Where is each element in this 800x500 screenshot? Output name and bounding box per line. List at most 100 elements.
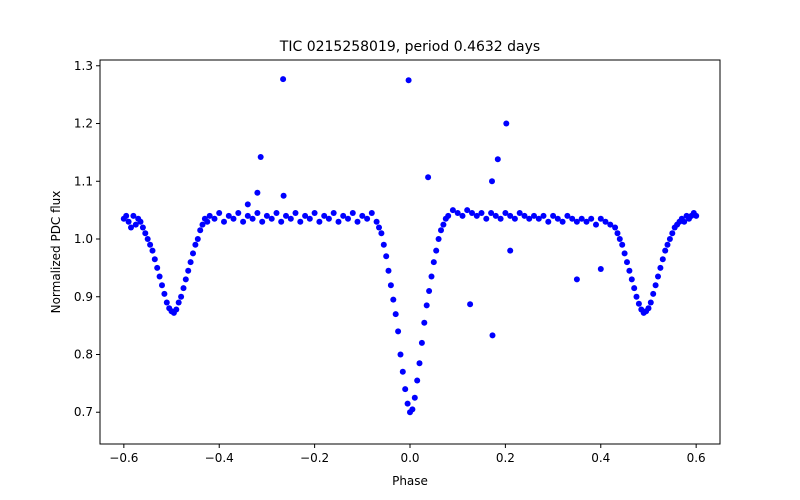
data-point xyxy=(449,207,456,214)
data-point xyxy=(368,210,375,216)
data-point xyxy=(652,282,659,289)
data-point xyxy=(693,212,700,219)
data-point xyxy=(380,241,387,248)
data-point xyxy=(173,306,180,313)
data-point xyxy=(330,210,337,216)
data-point xyxy=(681,218,688,225)
data-point xyxy=(149,247,156,254)
y-axis: 0.7 0.8 0.9 1.0 1.1 1.2 1.3 xyxy=(74,59,100,419)
data-point xyxy=(559,218,566,225)
data-point xyxy=(125,218,132,225)
data-point xyxy=(211,215,218,222)
data-point xyxy=(244,212,251,219)
data-point xyxy=(321,212,328,219)
data-point xyxy=(628,276,635,283)
data-point xyxy=(425,174,432,181)
data-point xyxy=(489,178,495,185)
data-point xyxy=(418,339,425,346)
data-point xyxy=(292,210,299,216)
data-point xyxy=(185,267,192,274)
data-point xyxy=(287,215,294,222)
data-point xyxy=(657,264,664,271)
data-point xyxy=(655,273,661,280)
data-point xyxy=(426,288,433,294)
data-point xyxy=(311,210,318,216)
data-point xyxy=(349,210,356,216)
data-point xyxy=(531,212,537,219)
data-point xyxy=(137,218,144,225)
data-point xyxy=(373,218,380,225)
data-point xyxy=(192,241,199,248)
data-point xyxy=(280,76,287,83)
data-point xyxy=(573,276,580,283)
data-point xyxy=(283,212,289,219)
data-point xyxy=(535,215,542,222)
data-point xyxy=(387,282,394,289)
data-point xyxy=(440,221,447,228)
data-point xyxy=(659,256,666,263)
chart-title: TIC 0215258019, period 0.4632 days xyxy=(279,39,540,55)
data-point xyxy=(507,247,514,254)
data-point xyxy=(130,212,137,219)
data-point xyxy=(459,212,466,219)
y-axis-label: Normalized PDC flux xyxy=(49,191,63,314)
data-point xyxy=(635,300,642,307)
data-point xyxy=(244,201,251,208)
data-point xyxy=(428,273,435,280)
data-point xyxy=(230,215,237,222)
data-point xyxy=(397,351,404,358)
data-point xyxy=(454,210,461,216)
data-point xyxy=(478,210,485,216)
x-tick-label: −0.6 xyxy=(109,451,138,465)
data-point xyxy=(240,218,247,225)
data-point xyxy=(621,250,628,257)
data-point xyxy=(435,236,442,242)
data-point xyxy=(123,212,130,219)
data-point xyxy=(624,259,630,266)
data-point xyxy=(664,241,671,248)
data-point xyxy=(573,218,580,225)
data-point xyxy=(614,230,621,237)
data-point xyxy=(182,276,189,283)
data-point xyxy=(161,290,168,297)
data-point xyxy=(259,218,266,225)
data-point xyxy=(650,290,657,297)
data-point xyxy=(142,230,149,237)
data-point xyxy=(612,224,619,231)
data-point xyxy=(583,218,590,225)
data-point xyxy=(392,311,399,318)
data-point xyxy=(433,247,440,254)
data-point xyxy=(383,253,390,260)
data-point xyxy=(257,154,264,160)
data-point xyxy=(430,259,437,266)
data-point xyxy=(483,215,490,222)
data-point xyxy=(666,236,673,242)
data-point xyxy=(364,215,371,222)
data-point xyxy=(645,305,652,312)
data-point xyxy=(626,267,633,274)
data-point xyxy=(602,218,609,225)
data-point xyxy=(340,212,347,219)
y-tick-label: 1.3 xyxy=(74,59,93,73)
data-point xyxy=(416,360,423,367)
data-point xyxy=(588,215,595,222)
data-point xyxy=(438,227,444,234)
data-point xyxy=(488,210,495,216)
data-point xyxy=(502,210,509,216)
data-point xyxy=(593,221,599,228)
data-point xyxy=(132,221,139,228)
y-tick-label: 1.2 xyxy=(74,117,93,131)
data-point xyxy=(280,192,287,199)
data-point xyxy=(190,250,196,257)
data-point xyxy=(147,241,154,248)
data-point xyxy=(395,328,402,335)
data-point xyxy=(199,221,206,228)
data-point xyxy=(545,218,552,225)
data-point xyxy=(469,210,475,216)
data-point xyxy=(297,218,304,225)
data-point xyxy=(254,210,261,216)
data-point xyxy=(187,259,194,266)
x-tick-label: 0.0 xyxy=(400,451,419,465)
data-point xyxy=(151,256,158,263)
